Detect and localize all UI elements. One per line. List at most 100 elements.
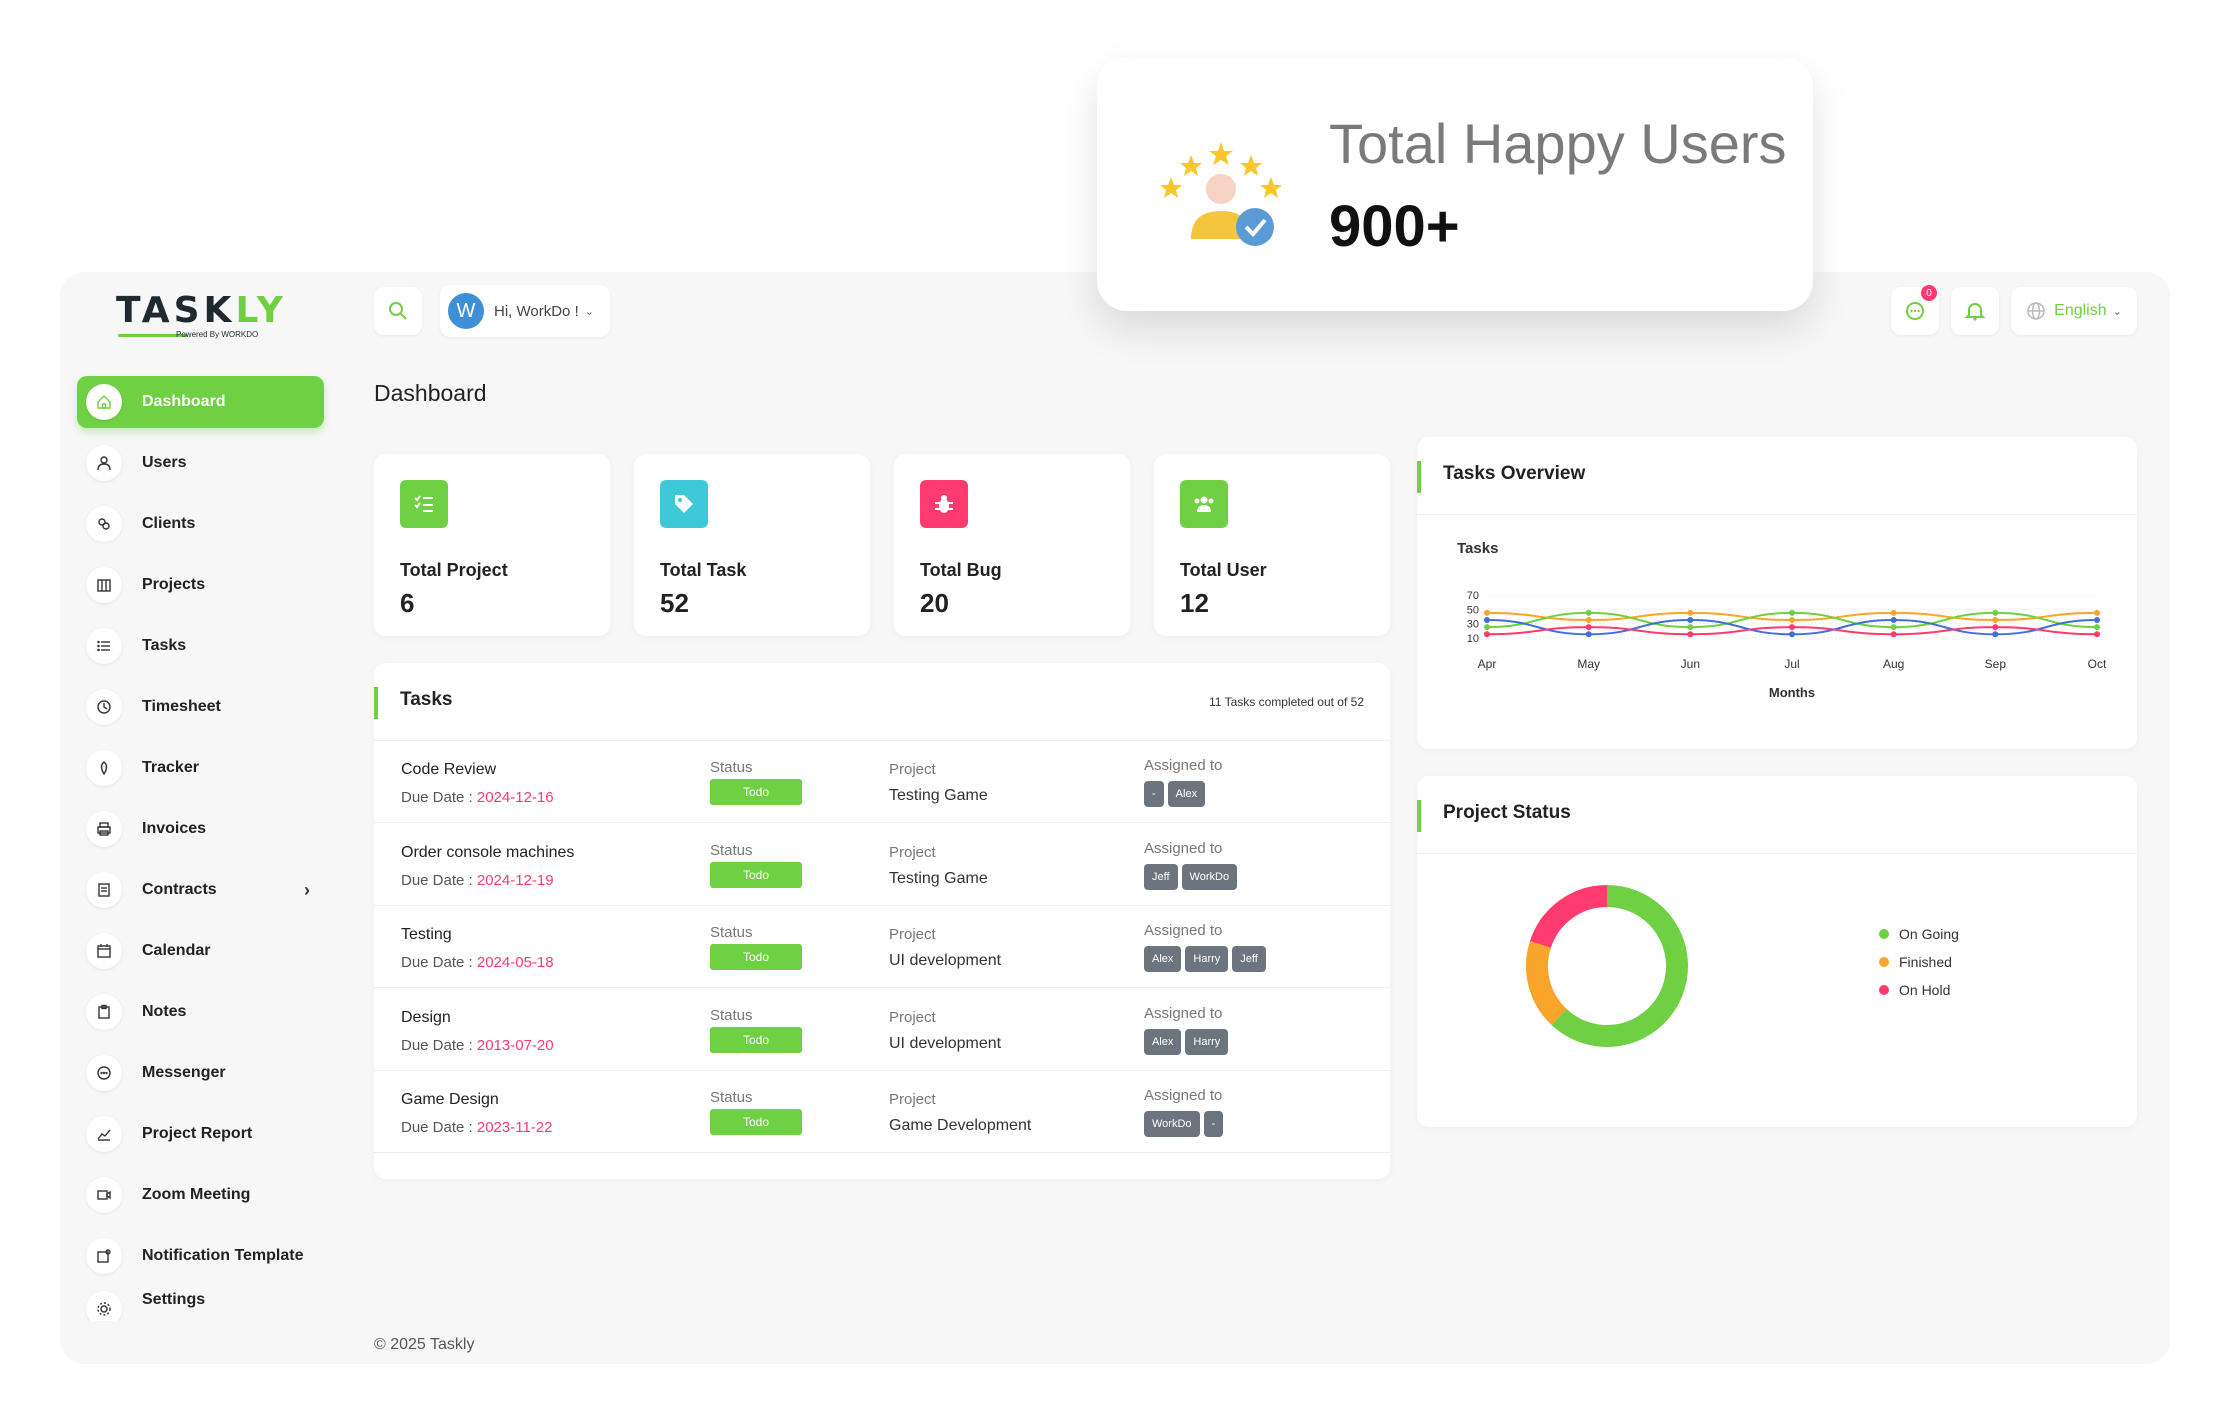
- sidebar-item-notes[interactable]: Notes: [77, 986, 324, 1038]
- assignee-chip[interactable]: Alex: [1144, 1028, 1182, 1055]
- search-button[interactable]: [374, 287, 422, 335]
- status-badge: Todo: [710, 944, 802, 970]
- sidebar-item-label: Settings: [142, 1291, 206, 1308]
- project-name: Game Development: [889, 1117, 1032, 1134]
- sidebar-item-clients[interactable]: Clients: [77, 498, 324, 550]
- messages-button[interactable]: 0: [1891, 285, 1939, 335]
- pie-slice-finished: [1526, 940, 1567, 1026]
- task-name: Design: [401, 1008, 451, 1026]
- due-value: 2023-11-22: [476, 1119, 553, 1136]
- video-icon: [86, 1177, 122, 1213]
- assignee-list: Jeff WorkDo: [1144, 863, 1241, 890]
- chevron-down-icon: ⌄: [584, 305, 594, 318]
- sidebar-item-contracts[interactable]: Contracts ›: [77, 864, 324, 916]
- sidebar-item-tracker[interactable]: Tracker: [77, 742, 324, 794]
- chart-title: Tasks: [1457, 540, 1498, 557]
- task-name: Order console machines: [401, 843, 575, 861]
- assignee-chip[interactable]: Jeff: [1232, 946, 1266, 972]
- status-label: Status: [710, 841, 753, 859]
- chevron-down-icon: ⌄: [2112, 305, 2122, 318]
- project-label: Project: [889, 843, 936, 861]
- data-point: [1687, 617, 1694, 623]
- data-point: [1992, 609, 1999, 616]
- status-label: Status: [710, 924, 753, 941]
- status-label: Status: [710, 1006, 753, 1024]
- stat-card-total-project: Total Project 6: [374, 454, 610, 636]
- user-menu[interactable]: W Hi, WorkDo ! ⌄: [440, 285, 610, 337]
- tasks-overview-title: Tasks Overview: [1443, 463, 1586, 484]
- assignee-chip[interactable]: Alex: [1167, 781, 1206, 807]
- assignee-chip[interactable]: WorkDo: [1144, 1111, 1200, 1137]
- data-point: [1992, 617, 1999, 623]
- sidebar-item-invoices[interactable]: Invoices: [77, 803, 324, 855]
- table-row[interactable]: Design Due Date : 2013-07-20 Status Todo…: [374, 989, 1390, 1071]
- assignee-chip[interactable]: WorkDo: [1181, 863, 1238, 890]
- project-label: Project: [889, 1008, 936, 1026]
- chat-icon: [86, 1055, 122, 1091]
- notifications-button[interactable]: [1951, 287, 1999, 335]
- assigned-label: Assigned to: [1144, 1087, 1223, 1104]
- sidebar-item-label: Zoom Meeting: [142, 1186, 251, 1203]
- data-point: [2094, 624, 2100, 631]
- sidebar-item-projects[interactable]: Projects: [77, 559, 324, 611]
- users-icon: [1180, 480, 1228, 528]
- sidebar-item-label: Clients: [142, 515, 196, 532]
- tasks-overview-header: Tasks Overview: [1417, 437, 2137, 515]
- assignee-list: Alex Harry: [1144, 1028, 1232, 1055]
- assignee-chip[interactable]: Harry: [1185, 946, 1229, 972]
- x-tick-label: Sep: [1985, 657, 2007, 671]
- sidebar-item-settings[interactable]: Settings: [77, 1291, 324, 1321]
- y-tick-label: 50: [1467, 604, 1479, 616]
- x-axis-label: Months: [1769, 685, 1815, 700]
- logo[interactable]: TASKLY Powered By WORKDO: [116, 290, 286, 340]
- assignee-list: - Alex: [1144, 781, 1209, 807]
- sidebar-item-label: Calendar: [142, 942, 211, 959]
- data-point: [1484, 617, 1490, 623]
- logo-subtitle: Powered By WORKDO: [176, 330, 259, 339]
- data-point: [1789, 624, 1795, 631]
- task-name: Game Design: [401, 1091, 499, 1108]
- gear-icon: [86, 1291, 122, 1321]
- data-point: [1484, 631, 1490, 638]
- assignee-chip[interactable]: Alex: [1144, 946, 1182, 972]
- stat-value: 6: [400, 588, 415, 618]
- sidebar-item-label: Notes: [142, 1003, 187, 1020]
- table-row[interactable]: Testing Due Date : 2024-05-18 Status Tod…: [374, 906, 1390, 988]
- assignee-chip[interactable]: -: [1144, 781, 1164, 807]
- bell-icon: [1964, 303, 1986, 321]
- legend-item: On Hold: [1879, 982, 1950, 998]
- data-point: [1585, 617, 1592, 623]
- stat-value: 52: [660, 588, 689, 618]
- data-point: [2094, 609, 2100, 616]
- data-point: [1992, 624, 1999, 631]
- logo-underline: [118, 334, 188, 337]
- legend-item: On Going: [1879, 926, 1959, 942]
- sidebar-item-users[interactable]: Users: [77, 437, 324, 489]
- language-select[interactable]: English ⌄: [2011, 287, 2137, 335]
- clients-icon: [86, 506, 122, 542]
- table-row[interactable]: Order console machines Due Date : 2024-1…: [374, 824, 1390, 906]
- status-badge: Todo: [710, 779, 802, 805]
- project-label: Project: [889, 761, 936, 778]
- sidebar-item-zoom-meeting[interactable]: Zoom Meeting: [77, 1169, 324, 1221]
- sidebar-item-label: Notification Template: [142, 1247, 304, 1264]
- header-accent: [1417, 461, 1421, 493]
- sidebar-item-calendar[interactable]: Calendar: [77, 925, 324, 977]
- assignee-chip[interactable]: -: [1203, 1111, 1224, 1137]
- project-name: Testing Game: [889, 787, 988, 804]
- table-row[interactable]: Code Review Due Date : 2024-12-16 Status…: [374, 741, 1390, 823]
- sidebar-item-messenger[interactable]: Messenger: [77, 1047, 324, 1099]
- clock-icon: [86, 689, 122, 725]
- sidebar-item-tasks[interactable]: Tasks: [77, 620, 324, 672]
- status-label: Status: [710, 759, 753, 776]
- sidebar-item-project-report[interactable]: Project Report: [77, 1108, 324, 1160]
- table-row[interactable]: Game Design Due Date : 2023-11-22 Status…: [374, 1071, 1390, 1153]
- sidebar-item-dashboard[interactable]: Dashboard: [77, 376, 324, 428]
- sidebar-item-notification-template[interactable]: Notification Template: [77, 1230, 324, 1282]
- data-point: [1890, 624, 1897, 631]
- assignee-chip[interactable]: Jeff: [1144, 863, 1178, 890]
- assignee-chip[interactable]: Harry: [1185, 1028, 1229, 1055]
- due-value: 2024-05-18: [476, 954, 554, 971]
- project-name: Testing Game: [889, 869, 988, 887]
- sidebar-item-timesheet[interactable]: Timesheet: [77, 681, 324, 733]
